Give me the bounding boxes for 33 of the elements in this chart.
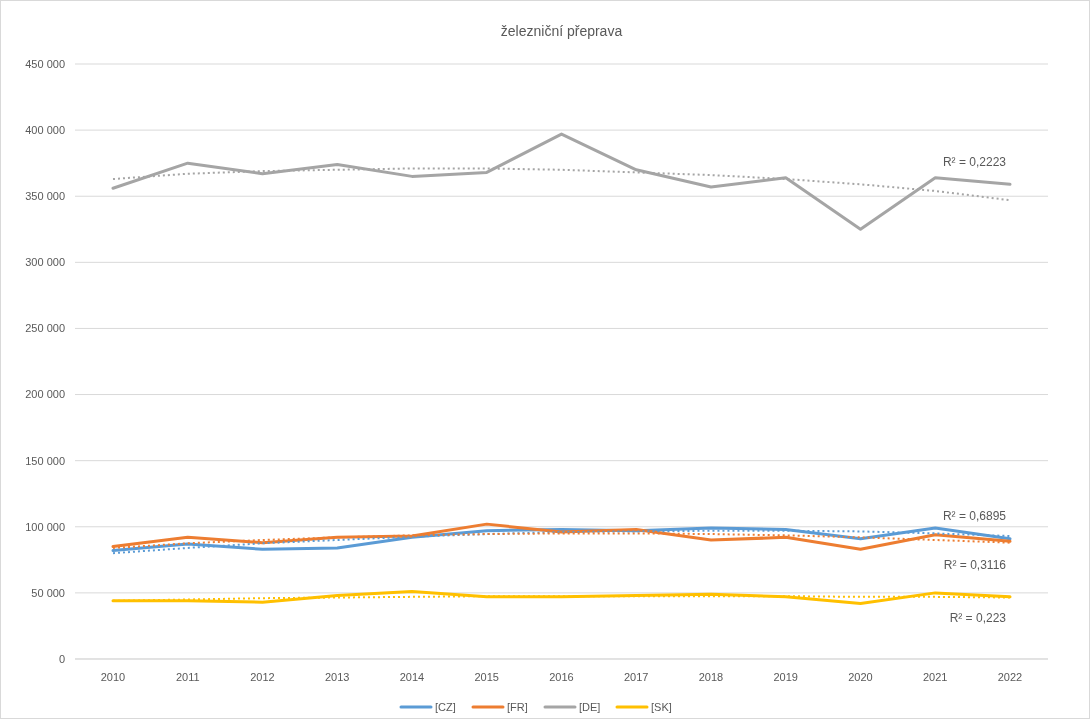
y-tick-label: 400 000 xyxy=(25,123,65,136)
x-tick-label: 2019 xyxy=(773,671,798,683)
annotation: R² = 0,223 xyxy=(949,611,1007,626)
y-tick-label: 450 000 xyxy=(25,57,65,70)
legend-label: [CZ] xyxy=(435,700,456,713)
x-tick-label: 2017 xyxy=(624,671,649,683)
x-tick-label: 2014 xyxy=(399,671,425,683)
y-tick-label: 0 xyxy=(58,652,65,665)
x-tick-label: 2013 xyxy=(325,671,350,683)
y-tick-label: 250 000 xyxy=(25,322,65,335)
x-tick-label: 2021 xyxy=(923,671,948,683)
y-tick-label: 300 000 xyxy=(25,256,65,269)
annotation: R² = 0,2223 xyxy=(942,155,1007,170)
y-tick-label: 350 000 xyxy=(25,190,65,203)
y-tick-label: 150 000 xyxy=(25,454,65,467)
y-tick-label: 50 000 xyxy=(31,586,65,599)
x-tick-label: 2016 xyxy=(549,671,574,683)
annotation: R² = 0,6895 xyxy=(942,509,1007,524)
x-tick-label: 2012 xyxy=(250,671,275,683)
legend-label: [FR] xyxy=(507,700,528,713)
x-tick-label: 2010 xyxy=(100,671,126,683)
y-tick-label: 100 000 xyxy=(25,520,65,533)
chart-title: železniční přeprava xyxy=(500,23,623,39)
x-tick-label: 2018 xyxy=(698,671,724,683)
x-tick-label: 2015 xyxy=(474,671,499,683)
y-tick-label: 200 000 xyxy=(25,388,65,401)
legend-label: [SK] xyxy=(651,700,672,713)
x-tick-label: 2020 xyxy=(848,671,873,683)
x-tick-label: 2022 xyxy=(997,671,1023,683)
x-tick-label: 2011 xyxy=(175,671,200,683)
line-series xyxy=(111,132,1012,231)
legend-label: [DE] xyxy=(579,700,601,713)
annotation: R² = 0,3116 xyxy=(943,558,1007,573)
